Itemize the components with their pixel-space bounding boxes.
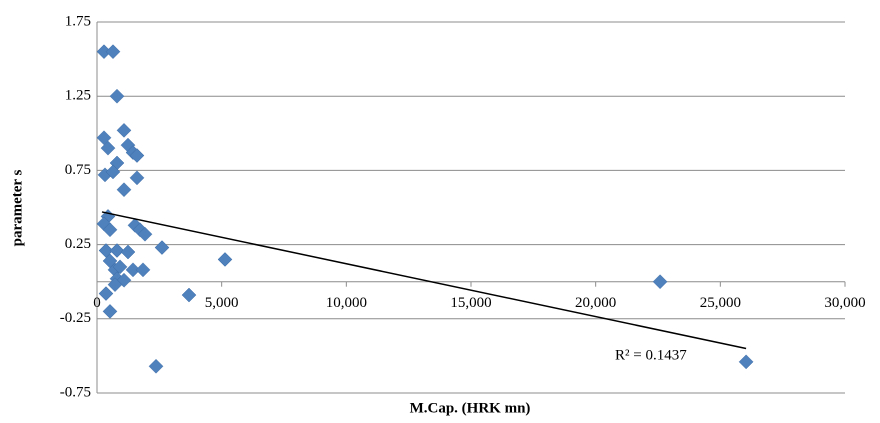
data-point <box>109 243 125 258</box>
trendline <box>101 211 747 350</box>
data-point <box>181 287 197 303</box>
data-point <box>100 140 116 156</box>
x-tick-label: 30,000 <box>824 295 865 311</box>
data-point <box>217 252 233 267</box>
x-tick-label: 20,000 <box>575 295 616 311</box>
data-point <box>102 222 118 238</box>
x-axis-title: M.Cap. (HRK mn) <box>410 400 531 416</box>
y-tick-label: 1.75 <box>65 13 91 29</box>
x-tick-label: 25,000 <box>700 295 741 311</box>
data-point <box>116 182 132 198</box>
data-point <box>116 122 132 138</box>
y-tick-label: 0.25 <box>65 236 91 252</box>
x-tick-label: 0 <box>93 295 101 311</box>
data-point <box>125 262 141 278</box>
data-point <box>107 277 123 293</box>
data-point <box>129 170 145 186</box>
data-point <box>148 358 164 374</box>
data-point <box>98 243 114 258</box>
data-point <box>652 274 668 290</box>
data-point <box>738 354 754 370</box>
data-point <box>102 304 118 319</box>
data-point <box>135 262 151 278</box>
data-point <box>105 44 121 60</box>
data-point <box>154 240 170 255</box>
data-point <box>98 286 114 301</box>
y-tick-label: 0.75 <box>65 162 91 178</box>
data-point <box>137 226 153 242</box>
data-point <box>120 244 136 260</box>
data-point <box>129 148 145 163</box>
data-point <box>105 164 121 180</box>
x-tick-label: 5,000 <box>205 295 239 311</box>
y-tick-label: -0.75 <box>60 384 91 400</box>
x-tick-label: 15,000 <box>450 295 491 311</box>
y-tick-label: -0.25 <box>60 310 91 326</box>
y-axis-title: parameter s <box>9 169 25 246</box>
y-tick-label: 1.25 <box>65 88 91 104</box>
data-point <box>96 130 112 146</box>
data-point <box>112 259 128 275</box>
x-tick-label: 10,000 <box>326 295 367 311</box>
r-squared-annotation: R² = 0.1437 <box>615 347 687 363</box>
data-point <box>109 88 125 104</box>
